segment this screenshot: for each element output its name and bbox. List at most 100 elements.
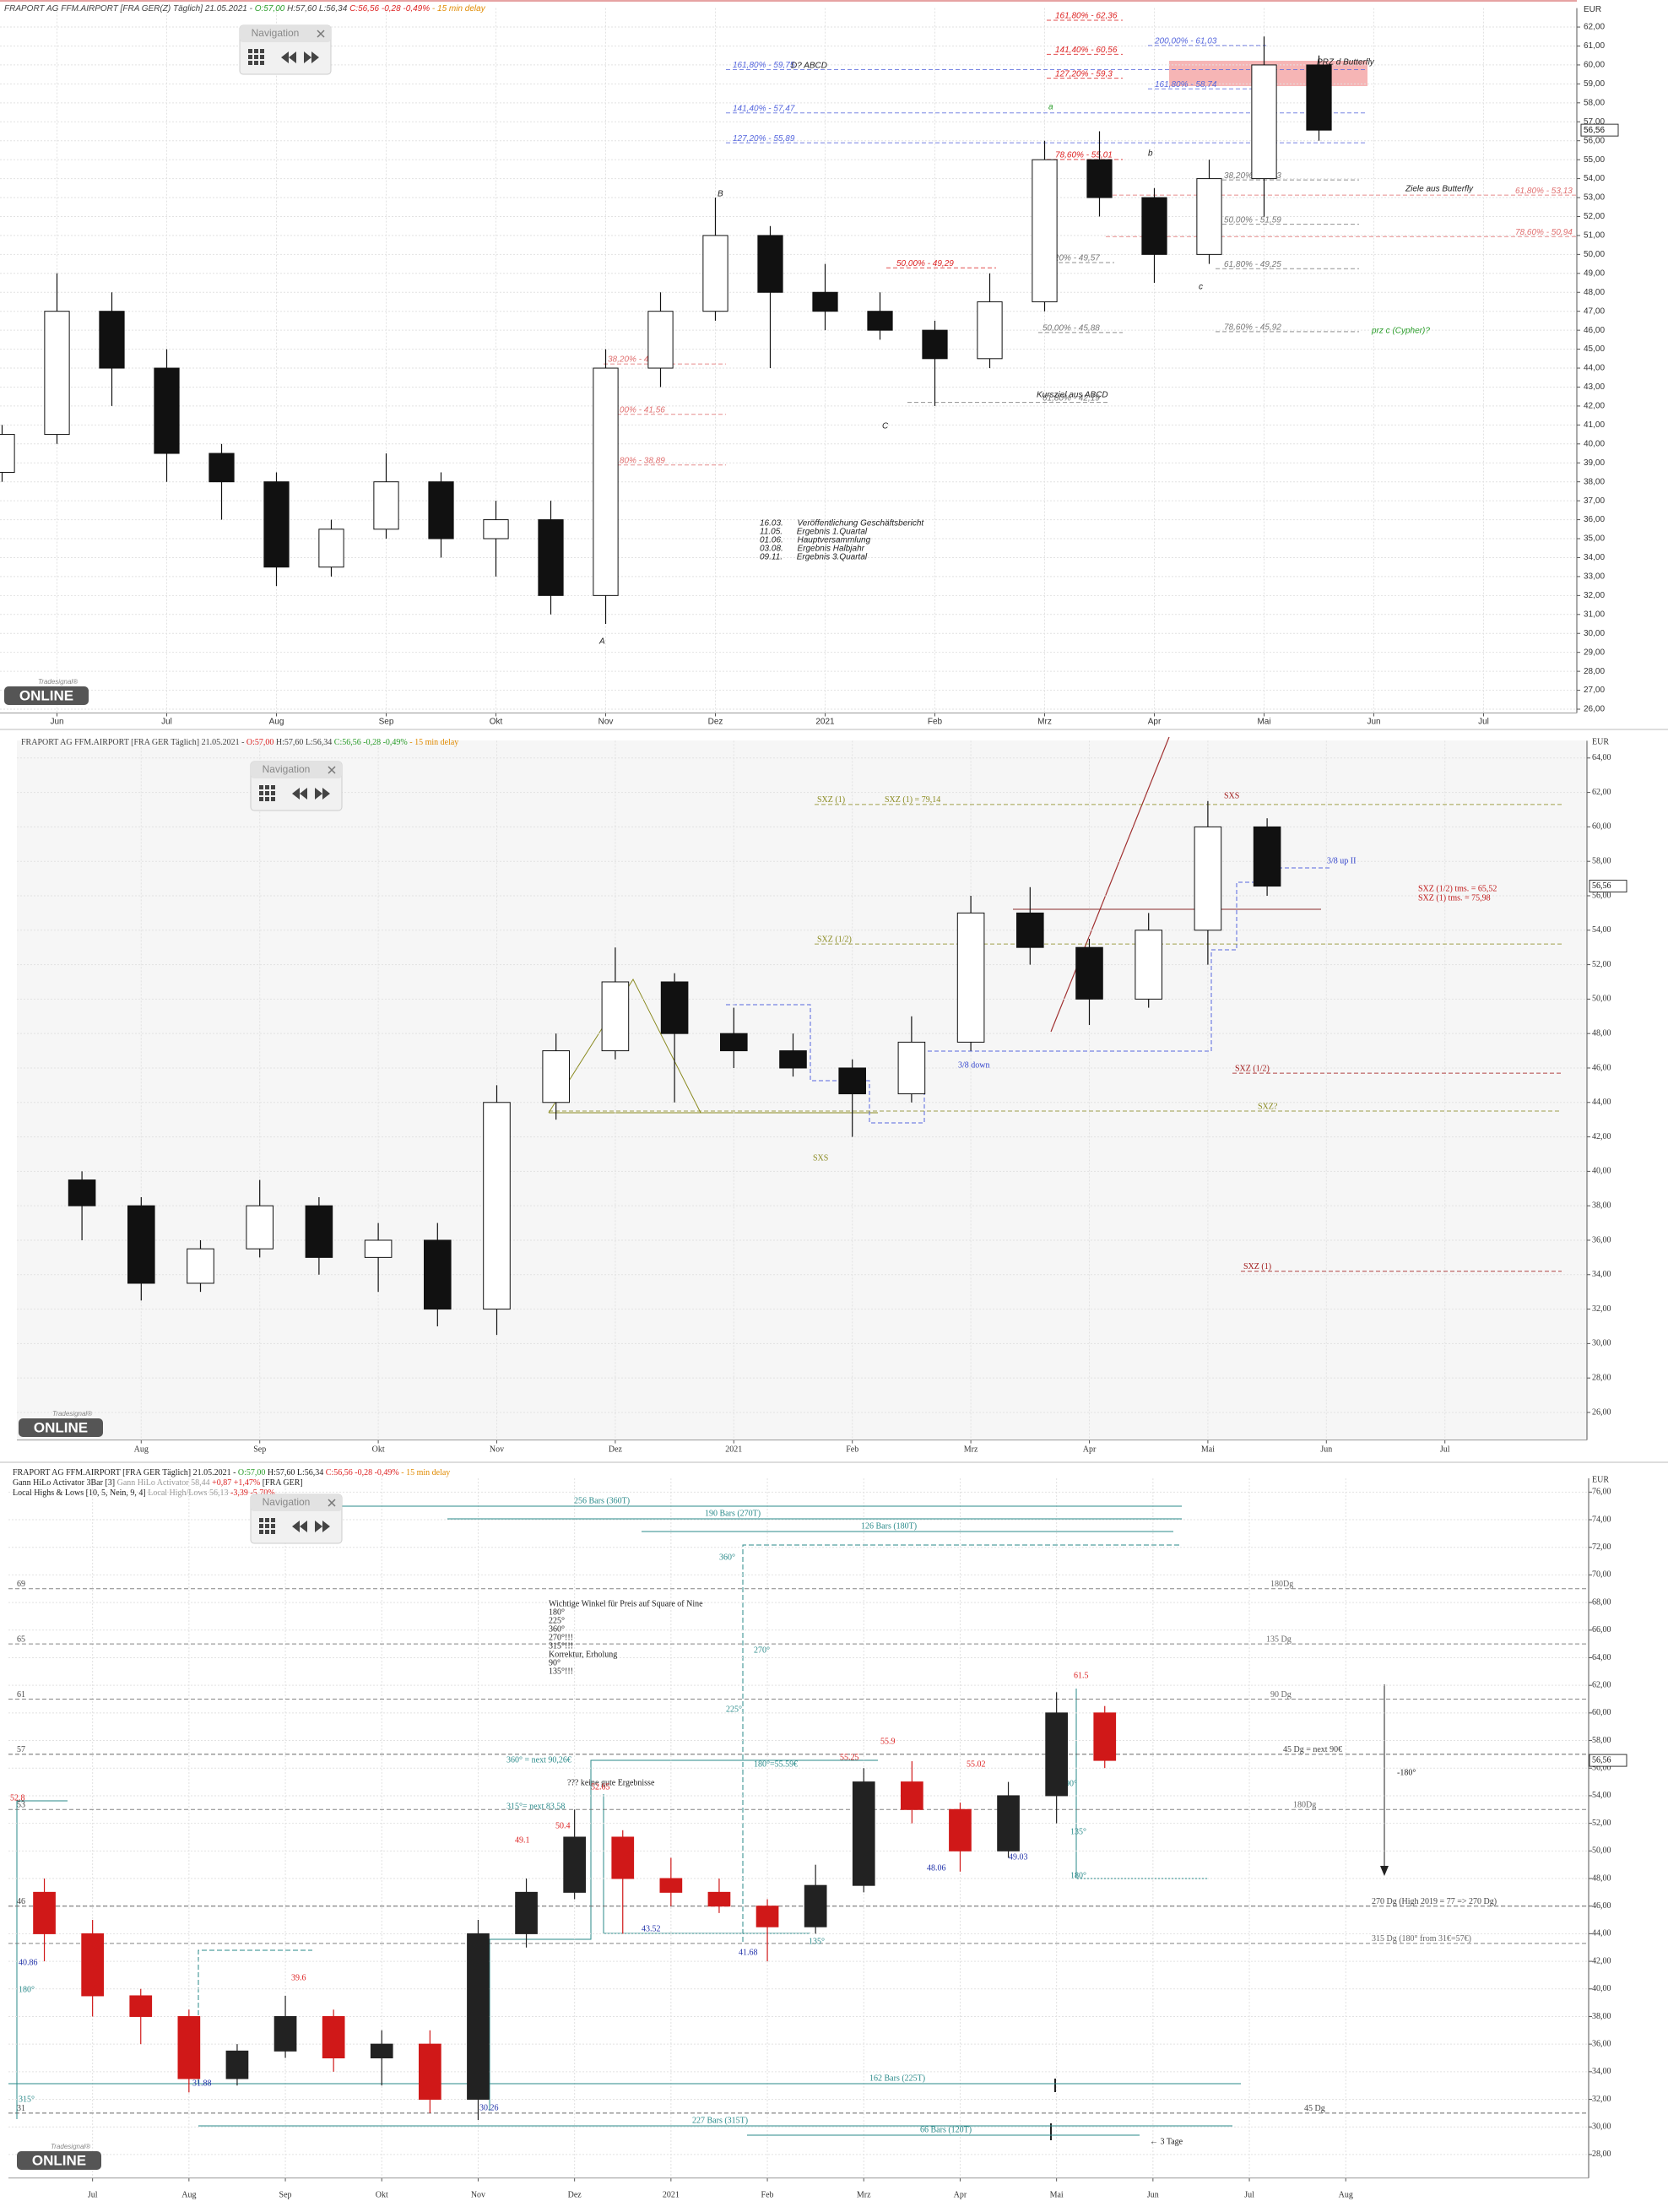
y-tick-label: 32,00 — [1584, 591, 1605, 600]
y-tick-label: 60,00 — [1584, 61, 1605, 70]
gann-step — [489, 1759, 878, 2111]
candle-body — [538, 519, 564, 596]
y-tick-label: 64,00 — [1592, 753, 1611, 762]
candle-body — [187, 1248, 214, 1284]
navigation-title-bar — [251, 1494, 342, 1511]
logo-brand: Tradesignal® — [52, 1410, 92, 1418]
candle-body — [1251, 64, 1277, 180]
y-tick-label: 32,00 — [1592, 2095, 1611, 2104]
y-tick-label: 31,00 — [1584, 610, 1605, 619]
candle-body — [707, 1891, 731, 1907]
y-tick-label: 61,00 — [1584, 41, 1605, 51]
x-tick-label: Jun — [1147, 2190, 1159, 2199]
annotation: 180°=55.59€ — [754, 1759, 798, 1769]
header-part: H:57,60 L:56,34 — [284, 4, 349, 14]
candle-body — [318, 529, 344, 568]
header-part: Gann HiLo Activator 3Bar [3] — [13, 1478, 117, 1488]
gann-step — [198, 1949, 312, 2084]
grid-icon — [271, 1524, 275, 1528]
y-tick-label: 40,00 — [1584, 439, 1605, 448]
x-tick-label: Dez — [708, 718, 723, 727]
y-tick-label: 41,00 — [1584, 420, 1605, 430]
annotation: SXZ (1) — [1243, 1262, 1271, 1271]
annotation: SXZ? — [1258, 1102, 1278, 1111]
close-icon — [328, 766, 336, 774]
annotation: 48.06 — [927, 1863, 946, 1873]
annotation: b — [1148, 149, 1153, 159]
annotation: 78,60% - 50,94 — [1515, 228, 1573, 237]
candle-body — [322, 2015, 345, 2058]
candle-body — [225, 2050, 249, 2079]
axis-unit: EUR — [1592, 1475, 1609, 1484]
candle-body — [127, 1205, 155, 1284]
annotation: Ziele aus Butterfly — [1405, 185, 1474, 194]
annotation: 31 — [17, 2104, 25, 2113]
y-tick-label: 60,00 — [1592, 1708, 1611, 1717]
candle-body — [647, 311, 674, 369]
annotation: 53 — [17, 1801, 25, 1810]
x-tick-label: Feb — [761, 2190, 774, 2199]
x-tick-label: Dez — [609, 1445, 623, 1454]
annotation: 52.8 — [10, 1793, 25, 1803]
grid-icon — [254, 49, 258, 53]
candle-body — [660, 981, 689, 1034]
annotation: 225° — [726, 1705, 742, 1714]
y-tick-label: 36,00 — [1584, 515, 1605, 524]
y-tick-label: 38,00 — [1592, 1201, 1611, 1210]
last-price-label: 56,56 — [1584, 126, 1605, 135]
candle-body — [593, 367, 619, 596]
y-tick-label: 38,00 — [1592, 2012, 1611, 2021]
annotation: 49.1 — [515, 1835, 530, 1845]
y-tick-label: 44,00 — [1592, 1929, 1611, 1938]
annotation: 38,20% - 49,57 — [1042, 254, 1100, 263]
annotation: 69 — [17, 1580, 25, 1589]
logo-brand: Tradesignal® — [51, 2143, 90, 2150]
annotation: 45 Dg — [1304, 2104, 1325, 2113]
annotation: 50,00% - 51,59 — [1224, 215, 1281, 225]
candle-body — [867, 311, 893, 331]
x-tick-label: Okt — [376, 2190, 388, 2199]
annotation: 3/8 up II — [1327, 856, 1356, 865]
logo-box — [17, 2151, 101, 2170]
candle-body — [177, 2015, 201, 2079]
candle-body — [0, 434, 15, 473]
annotation: SXZ (1/2) — [1235, 1064, 1270, 1073]
annotation: 360° — [549, 1624, 565, 1634]
candle-body — [542, 1050, 570, 1103]
annotation: 90° — [1065, 1779, 1077, 1788]
annotation: 61 — [17, 1690, 25, 1700]
x-tick-label: Aug — [269, 718, 284, 727]
annotation: 09.11. Ergebnis 3.Quartal — [760, 553, 868, 562]
header-part: - 15 min delay — [399, 1468, 451, 1477]
y-tick-label: 66,00 — [1592, 1625, 1611, 1635]
y-tick-label: 62,00 — [1584, 23, 1605, 32]
last-price-label: 56,56 — [1592, 1755, 1611, 1765]
annotation: 180° — [1070, 1871, 1086, 1880]
y-tick-label: 47,00 — [1584, 306, 1605, 316]
y-tick-label: 33,00 — [1584, 572, 1605, 582]
x-tick-label: Feb — [928, 718, 943, 727]
y-tick-label: 28,00 — [1592, 2150, 1611, 2159]
annotation: 61,80% - 53,13 — [1515, 187, 1573, 196]
annotation: 315°!!! — [549, 1641, 573, 1651]
x-tick-label: Nov — [490, 1445, 504, 1454]
annotation: 141,40% - 60,56 — [1055, 46, 1118, 55]
annotation: 135° — [1070, 1827, 1086, 1836]
annotation: 61,80% - 38,89 — [608, 456, 665, 465]
y-tick-label: 44,00 — [1584, 364, 1605, 373]
grid-icon — [265, 785, 269, 789]
header-part: C:56,56 -0,28 -0,49% — [349, 4, 430, 14]
y-tick-label: 46,00 — [1592, 1901, 1611, 1911]
x-tick-label: Mrz — [964, 1445, 978, 1454]
y-tick-label: 30,00 — [1592, 2123, 1611, 2132]
candle-body — [99, 311, 125, 369]
annotation: 16.03. Veröffentlichung Geschäftsbericht — [760, 519, 924, 529]
y-tick-label: 36,00 — [1592, 2039, 1611, 2048]
y-tick-label: 58,00 — [1584, 98, 1605, 107]
candle-body — [702, 235, 728, 312]
annotation: 360° — [719, 1553, 735, 1562]
annotation: 315 Dg (180° from 31€=57€) — [1372, 1934, 1471, 1944]
candle-body — [208, 453, 235, 483]
x-tick-label: Sep — [279, 2190, 292, 2199]
last-price-box — [1589, 880, 1627, 893]
